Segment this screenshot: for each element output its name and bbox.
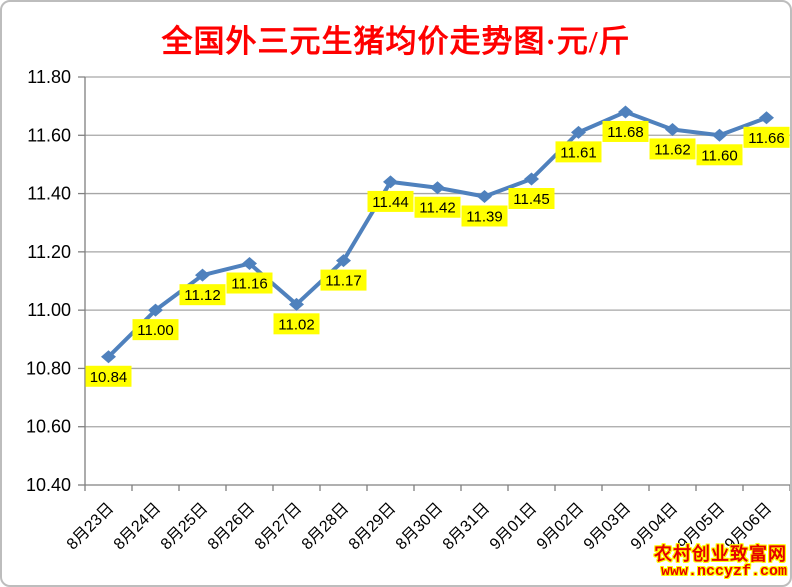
data-point-marker	[712, 128, 727, 142]
data-label: 11.00	[137, 322, 173, 339]
x-axis-label: 8月25日	[158, 500, 212, 554]
y-axis-label: 10.80	[26, 358, 71, 378]
data-label-box	[696, 144, 743, 166]
data-label-box	[602, 120, 649, 142]
y-axis-label: 11.60	[27, 125, 71, 145]
data-label: 11.39	[466, 208, 502, 225]
data-label: 10.84	[90, 369, 128, 386]
x-axis-label: 9月04日	[628, 500, 682, 554]
y-axis-label: 10.60	[26, 417, 71, 437]
data-label-box	[414, 196, 461, 218]
x-axis-label: 8月30日	[393, 500, 447, 554]
data-label-box	[743, 126, 790, 148]
data-label-box	[367, 190, 414, 212]
data-point-marker	[195, 268, 210, 282]
data-label: 11.68	[607, 124, 643, 141]
x-axis-label: 8月31日	[440, 500, 494, 554]
data-point-marker	[524, 172, 539, 186]
x-axis-label: 8月29日	[346, 500, 400, 554]
x-axis-label: 8月24日	[111, 500, 165, 554]
data-point-marker	[336, 254, 351, 268]
data-label: 11.17	[325, 273, 361, 290]
data-point-marker	[383, 175, 398, 189]
data-point-marker	[665, 122, 680, 136]
data-point-marker	[430, 181, 445, 195]
data-label: 11.16	[231, 276, 267, 293]
data-point-marker	[571, 125, 586, 139]
x-axis-label: 9月01日	[487, 500, 541, 554]
data-point-marker	[477, 189, 492, 203]
data-label: 11.60	[701, 147, 737, 164]
data-point-marker	[759, 111, 774, 125]
x-axis-label: 9月03日	[581, 500, 635, 554]
data-label-box	[132, 319, 179, 341]
data-point-marker	[101, 350, 116, 364]
y-axis-label: 11.80	[27, 67, 71, 87]
x-axis-label: 9月06日	[722, 500, 776, 554]
data-label-box	[85, 365, 132, 387]
data-label-box	[555, 141, 602, 163]
x-axis-label: 8月23日	[64, 500, 118, 554]
data-label-box	[508, 188, 555, 209]
data-label: 11.42	[419, 200, 455, 217]
data-label-box	[649, 138, 696, 160]
y-axis-label: 11.40	[27, 184, 71, 204]
data-label: 11.44	[372, 194, 408, 211]
data-label-box	[320, 269, 367, 291]
data-label-box	[179, 284, 226, 306]
y-axis-label: 11.00	[27, 300, 71, 320]
data-point-marker	[289, 297, 304, 311]
data-label-box	[273, 313, 320, 335]
data-point-marker	[148, 303, 163, 317]
x-axis-label: 8月26日	[205, 500, 259, 554]
data-label: 11.61	[560, 144, 596, 161]
data-label: 11.02	[278, 316, 314, 333]
data-label: 11.12	[184, 287, 220, 304]
data-label-box	[226, 272, 273, 294]
data-label: 11.66	[748, 130, 784, 147]
x-axis-label: 9月02日	[534, 500, 588, 554]
data-label: 11.45	[513, 191, 549, 208]
y-axis-label: 11.20	[27, 242, 71, 262]
data-label-box	[461, 205, 508, 227]
data-point-marker	[618, 105, 633, 119]
x-axis-label: 8月27日	[252, 500, 306, 554]
y-axis-label: 10.40	[26, 475, 71, 495]
data-point-marker	[242, 257, 257, 271]
x-axis-label: 9月05日	[675, 500, 729, 554]
chart-title: 全国外三元生猪均价走势图·元/斤	[161, 24, 631, 59]
data-label: 11.62	[654, 141, 690, 158]
x-axis-label: 8月28日	[299, 500, 353, 554]
